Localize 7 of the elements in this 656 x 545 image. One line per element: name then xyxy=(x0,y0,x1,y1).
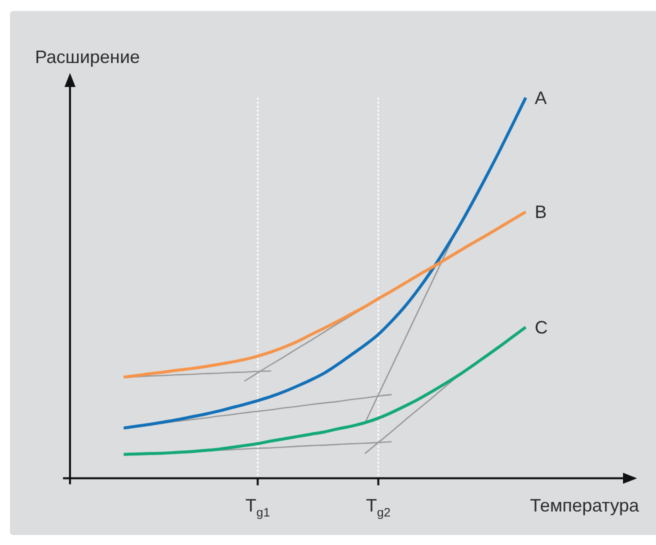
y-axis-title: Расширение xyxy=(35,47,140,67)
series-label: C xyxy=(534,318,548,338)
x-axis-title: Температура xyxy=(530,495,640,516)
series-label: B xyxy=(534,202,547,222)
series-label: A xyxy=(534,88,547,108)
x-tick-label: T$_{g2}$ xyxy=(366,495,391,520)
x-tick-label: T$_{g1}$ xyxy=(245,495,270,520)
